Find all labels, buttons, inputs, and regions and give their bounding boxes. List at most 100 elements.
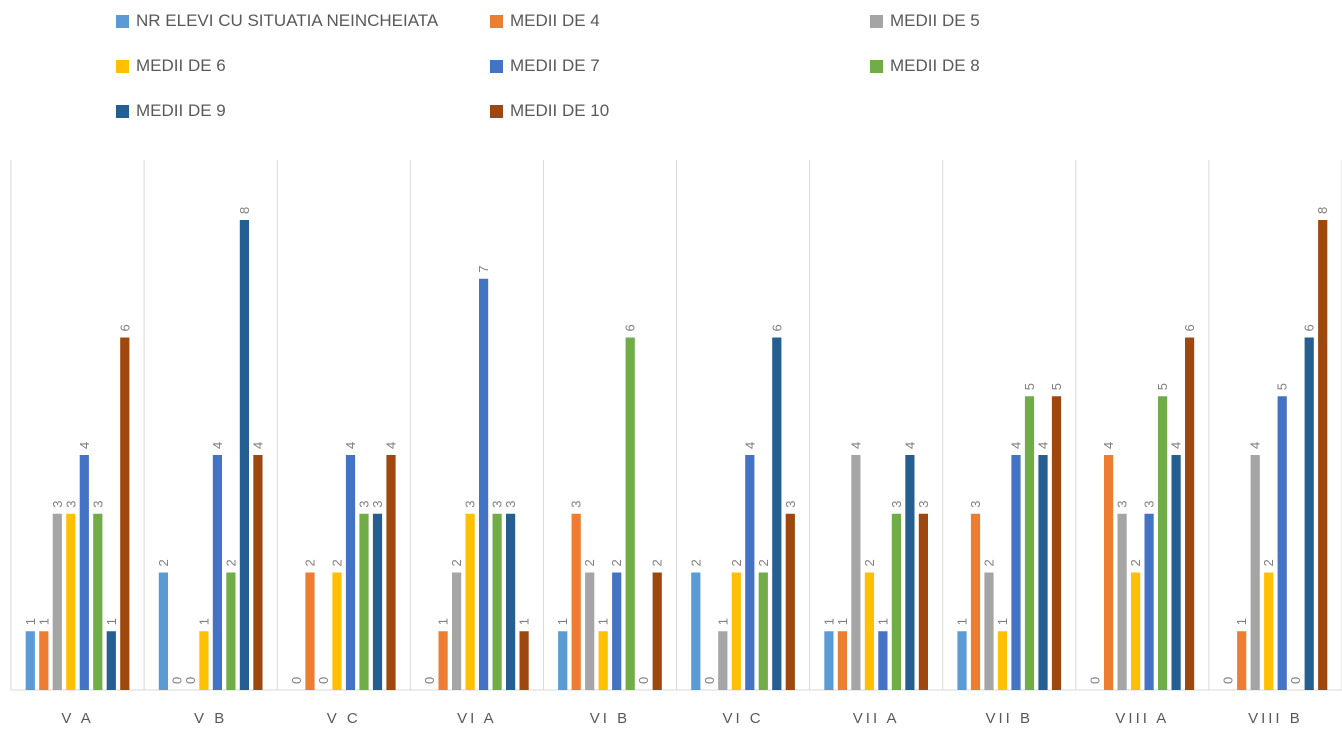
data-label: 4 bbox=[343, 442, 358, 449]
bar bbox=[1104, 455, 1114, 690]
data-label: 1 bbox=[821, 618, 836, 625]
bar bbox=[1024, 396, 1035, 690]
bar bbox=[239, 220, 249, 690]
legend-swatch bbox=[870, 14, 883, 28]
data-label: 0 bbox=[422, 677, 437, 684]
bar bbox=[359, 513, 369, 690]
data-label: 2 bbox=[223, 559, 238, 566]
data-label: 0 bbox=[169, 677, 184, 684]
category-label: VI C bbox=[722, 710, 763, 727]
bar bbox=[1318, 220, 1328, 690]
data-label: 2 bbox=[1261, 559, 1276, 566]
bar bbox=[1131, 572, 1141, 690]
bar bbox=[905, 455, 915, 690]
data-label: 1 bbox=[995, 618, 1010, 625]
data-label: 7 bbox=[476, 266, 491, 273]
legend-label: MEDII DE 5 bbox=[890, 11, 980, 30]
bar bbox=[891, 513, 901, 690]
data-label: 5 bbox=[1022, 383, 1037, 390]
bar bbox=[253, 455, 263, 690]
data-label: 1 bbox=[436, 618, 451, 625]
data-label: 4 bbox=[77, 442, 92, 449]
legend-item: MEDII DE 9 bbox=[116, 96, 226, 126]
data-label: 4 bbox=[1101, 442, 1116, 449]
bar bbox=[1144, 513, 1154, 690]
bar bbox=[332, 572, 342, 690]
data-label: 1 bbox=[875, 618, 890, 625]
legend-label: MEDII DE 10 bbox=[510, 101, 610, 120]
data-label: 1 bbox=[835, 618, 850, 625]
bar bbox=[984, 572, 994, 690]
bar bbox=[1237, 631, 1247, 690]
data-label: 3 bbox=[63, 501, 78, 508]
category-label: V C bbox=[327, 710, 361, 727]
data-label: 6 bbox=[1302, 324, 1317, 331]
data-label: 4 bbox=[250, 442, 265, 449]
bar bbox=[479, 278, 489, 690]
category-label: VII A bbox=[853, 710, 900, 727]
bar bbox=[120, 337, 130, 690]
data-label: 0 bbox=[1088, 677, 1103, 684]
data-label: 4 bbox=[210, 442, 225, 449]
data-label: 0 bbox=[636, 677, 651, 684]
bar bbox=[837, 631, 847, 690]
legend-swatch bbox=[490, 104, 503, 118]
data-label: 6 bbox=[1182, 324, 1197, 331]
data-label: 3 bbox=[783, 501, 798, 508]
category-label: VI A bbox=[457, 710, 497, 727]
legend-item: MEDII DE 5 bbox=[870, 6, 980, 36]
bar bbox=[598, 631, 608, 690]
data-label: 0 bbox=[1288, 677, 1303, 684]
category-label: VII B bbox=[985, 710, 1033, 727]
category-label: VIII B bbox=[1248, 710, 1303, 727]
legend-item: MEDII DE 8 bbox=[870, 51, 980, 81]
data-label: 2 bbox=[650, 559, 665, 566]
data-label: 1 bbox=[104, 618, 119, 625]
data-label: 3 bbox=[1142, 501, 1157, 508]
data-label: 2 bbox=[303, 559, 318, 566]
data-label: 3 bbox=[370, 501, 385, 508]
data-label: 1 bbox=[196, 618, 211, 625]
bar bbox=[785, 513, 795, 690]
data-label: 8 bbox=[237, 207, 252, 214]
data-label: 3 bbox=[503, 501, 518, 508]
bar bbox=[864, 572, 874, 690]
bar bbox=[519, 631, 529, 690]
bar bbox=[79, 455, 89, 690]
bar bbox=[158, 572, 168, 690]
bar bbox=[386, 455, 396, 690]
bar bbox=[452, 572, 462, 690]
data-label: 3 bbox=[889, 501, 904, 508]
bar bbox=[305, 572, 315, 690]
data-label: 2 bbox=[862, 559, 877, 566]
bar bbox=[558, 631, 568, 690]
bar bbox=[93, 513, 103, 690]
bar bbox=[731, 572, 741, 690]
data-label: 6 bbox=[623, 324, 638, 331]
data-label: 0 bbox=[183, 677, 198, 684]
data-label: 2 bbox=[729, 559, 744, 566]
data-label: 3 bbox=[357, 501, 372, 508]
bar bbox=[1038, 455, 1048, 690]
bar bbox=[625, 337, 635, 690]
data-label: 5 bbox=[1155, 383, 1170, 390]
bar bbox=[571, 513, 581, 690]
bar bbox=[758, 572, 768, 690]
legend-label: MEDII DE 7 bbox=[510, 56, 600, 75]
data-label: 3 bbox=[1115, 501, 1130, 508]
bar bbox=[1051, 396, 1062, 690]
data-label: 2 bbox=[982, 559, 997, 566]
bar bbox=[1304, 337, 1314, 690]
bar bbox=[465, 513, 475, 690]
bar bbox=[1117, 513, 1127, 690]
data-label: 4 bbox=[742, 442, 757, 449]
data-label: 2 bbox=[756, 559, 771, 566]
data-label: 2 bbox=[156, 559, 171, 566]
bar bbox=[1158, 396, 1168, 690]
legend-swatch bbox=[116, 14, 129, 28]
data-label: 3 bbox=[463, 501, 478, 508]
bar bbox=[25, 631, 35, 690]
legend-item: MEDII DE 4 bbox=[490, 6, 600, 36]
legend-swatch bbox=[116, 104, 129, 118]
